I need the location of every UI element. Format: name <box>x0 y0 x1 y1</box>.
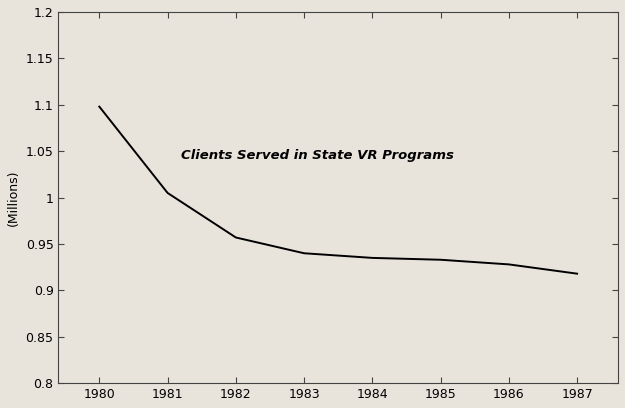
Text: Clients Served in State VR Programs: Clients Served in State VR Programs <box>181 149 454 162</box>
Y-axis label: (Millions): (Millions) <box>7 169 20 226</box>
